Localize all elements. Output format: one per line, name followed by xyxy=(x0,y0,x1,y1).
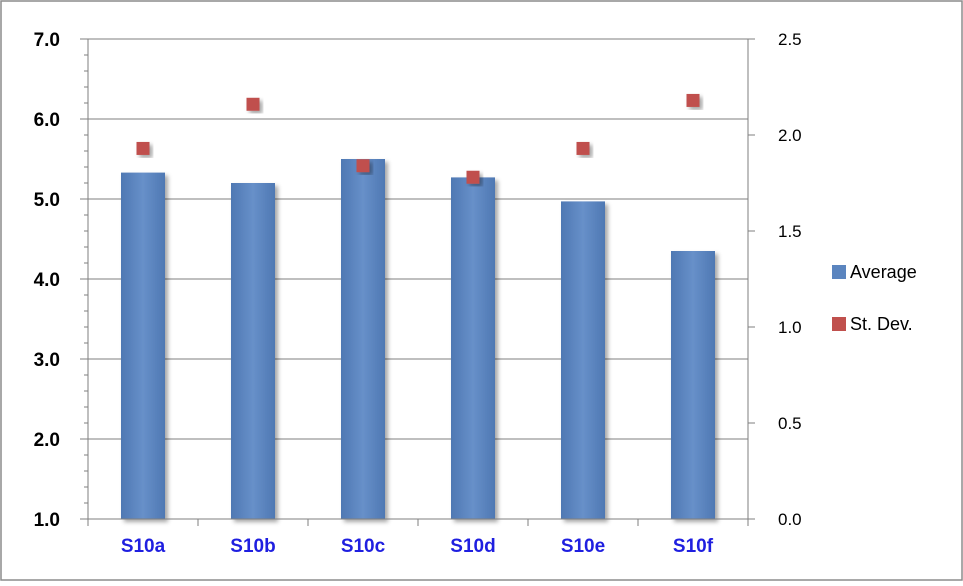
left-tick-label: 1.0 xyxy=(34,510,60,531)
marker-stdev xyxy=(356,159,370,173)
right-tick-label: 1.5 xyxy=(778,222,802,241)
legend-swatch xyxy=(832,317,846,331)
bar-average xyxy=(341,159,385,519)
right-tick-label: 2.0 xyxy=(778,126,802,145)
category-label: S10b xyxy=(230,536,275,557)
marker-stdev xyxy=(136,141,150,155)
legend-label: Average xyxy=(850,262,917,282)
category-label: S10c xyxy=(341,536,386,557)
right-tick-label: 2.5 xyxy=(778,30,802,49)
legend: Average St. Dev. xyxy=(832,262,917,334)
left-tick-label: 7.0 xyxy=(34,30,60,51)
bar-average xyxy=(671,251,715,519)
right-tick-label: 1.0 xyxy=(778,318,802,337)
marker-stdev xyxy=(686,93,700,107)
legend-swatch xyxy=(832,265,846,279)
category-label: S10e xyxy=(561,536,605,557)
average-bars xyxy=(121,159,715,519)
left-tick-label: 4.0 xyxy=(34,270,60,291)
left-tick-label: 6.0 xyxy=(34,110,60,131)
legend-label: St. Dev. xyxy=(850,314,913,334)
category-label: S10a xyxy=(121,536,166,557)
bar-average xyxy=(451,177,495,519)
category-label: S10f xyxy=(673,536,714,557)
marker-stdev xyxy=(466,170,480,184)
right-tick-label: 0.5 xyxy=(778,414,802,433)
left-tick-label: 3.0 xyxy=(34,350,60,371)
category-label: S10d xyxy=(450,536,495,557)
bar-average xyxy=(121,172,165,519)
axes: 1.0 2.0 3.0 4.0 5.0 6.0 7.0 0.0 0.5 1.0 1.5 2.0 2.5 S… xyxy=(34,30,802,557)
bar-average xyxy=(561,201,605,519)
left-tick-label: 2.0 xyxy=(34,430,60,451)
bar-average xyxy=(231,183,275,519)
stdev-markers xyxy=(136,93,700,184)
right-tick-label: 0.0 xyxy=(778,510,802,529)
left-tick-label: 5.0 xyxy=(34,190,60,211)
marker-stdev xyxy=(246,97,260,111)
marker-stdev xyxy=(576,141,590,155)
